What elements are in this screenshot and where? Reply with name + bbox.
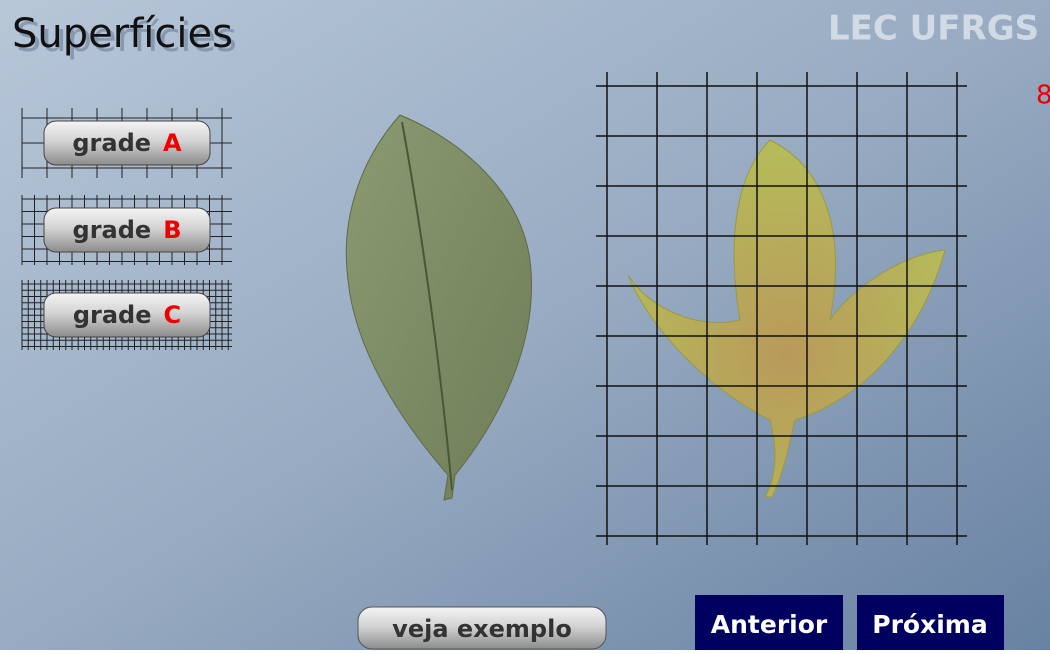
logo: LEC UFRGS (828, 9, 1039, 49)
previous-button-label[interactable]: Anterior (711, 610, 828, 639)
grade-letter[interactable]: B (163, 216, 181, 244)
page-number: 8 (1036, 81, 1050, 111)
screen: Superfícies Superfícies LEC UFRGS 8 grad… (0, 0, 1050, 650)
example-button[interactable]: veja exemplo (358, 607, 606, 649)
grade-button[interactable]: grade C (44, 293, 210, 337)
grade-word[interactable]: grade (72, 129, 151, 157)
grade-button-label[interactable]: grade A (72, 129, 182, 157)
grade-button[interactable]: grade A (44, 121, 210, 165)
grade-button[interactable]: grade B (44, 208, 210, 252)
grade-word[interactable]: grade (73, 216, 152, 244)
next-button-label[interactable]: Próxima (872, 610, 987, 639)
previous-button[interactable]: Anterior (695, 595, 843, 650)
next-button[interactable]: Próxima (857, 595, 1004, 650)
grade-letter[interactable]: C (164, 301, 182, 329)
grade-letter[interactable]: A (163, 129, 182, 157)
grade-word[interactable]: grade (73, 301, 152, 329)
grade-button-label[interactable]: grade C (73, 301, 181, 329)
example-button-label[interactable]: veja exemplo (392, 615, 572, 643)
grade-button-label[interactable]: grade B (73, 216, 182, 244)
page: Superfícies Superfícies LEC UFRGS 8 grad… (0, 0, 1050, 650)
title: Superfícies (12, 11, 233, 57)
